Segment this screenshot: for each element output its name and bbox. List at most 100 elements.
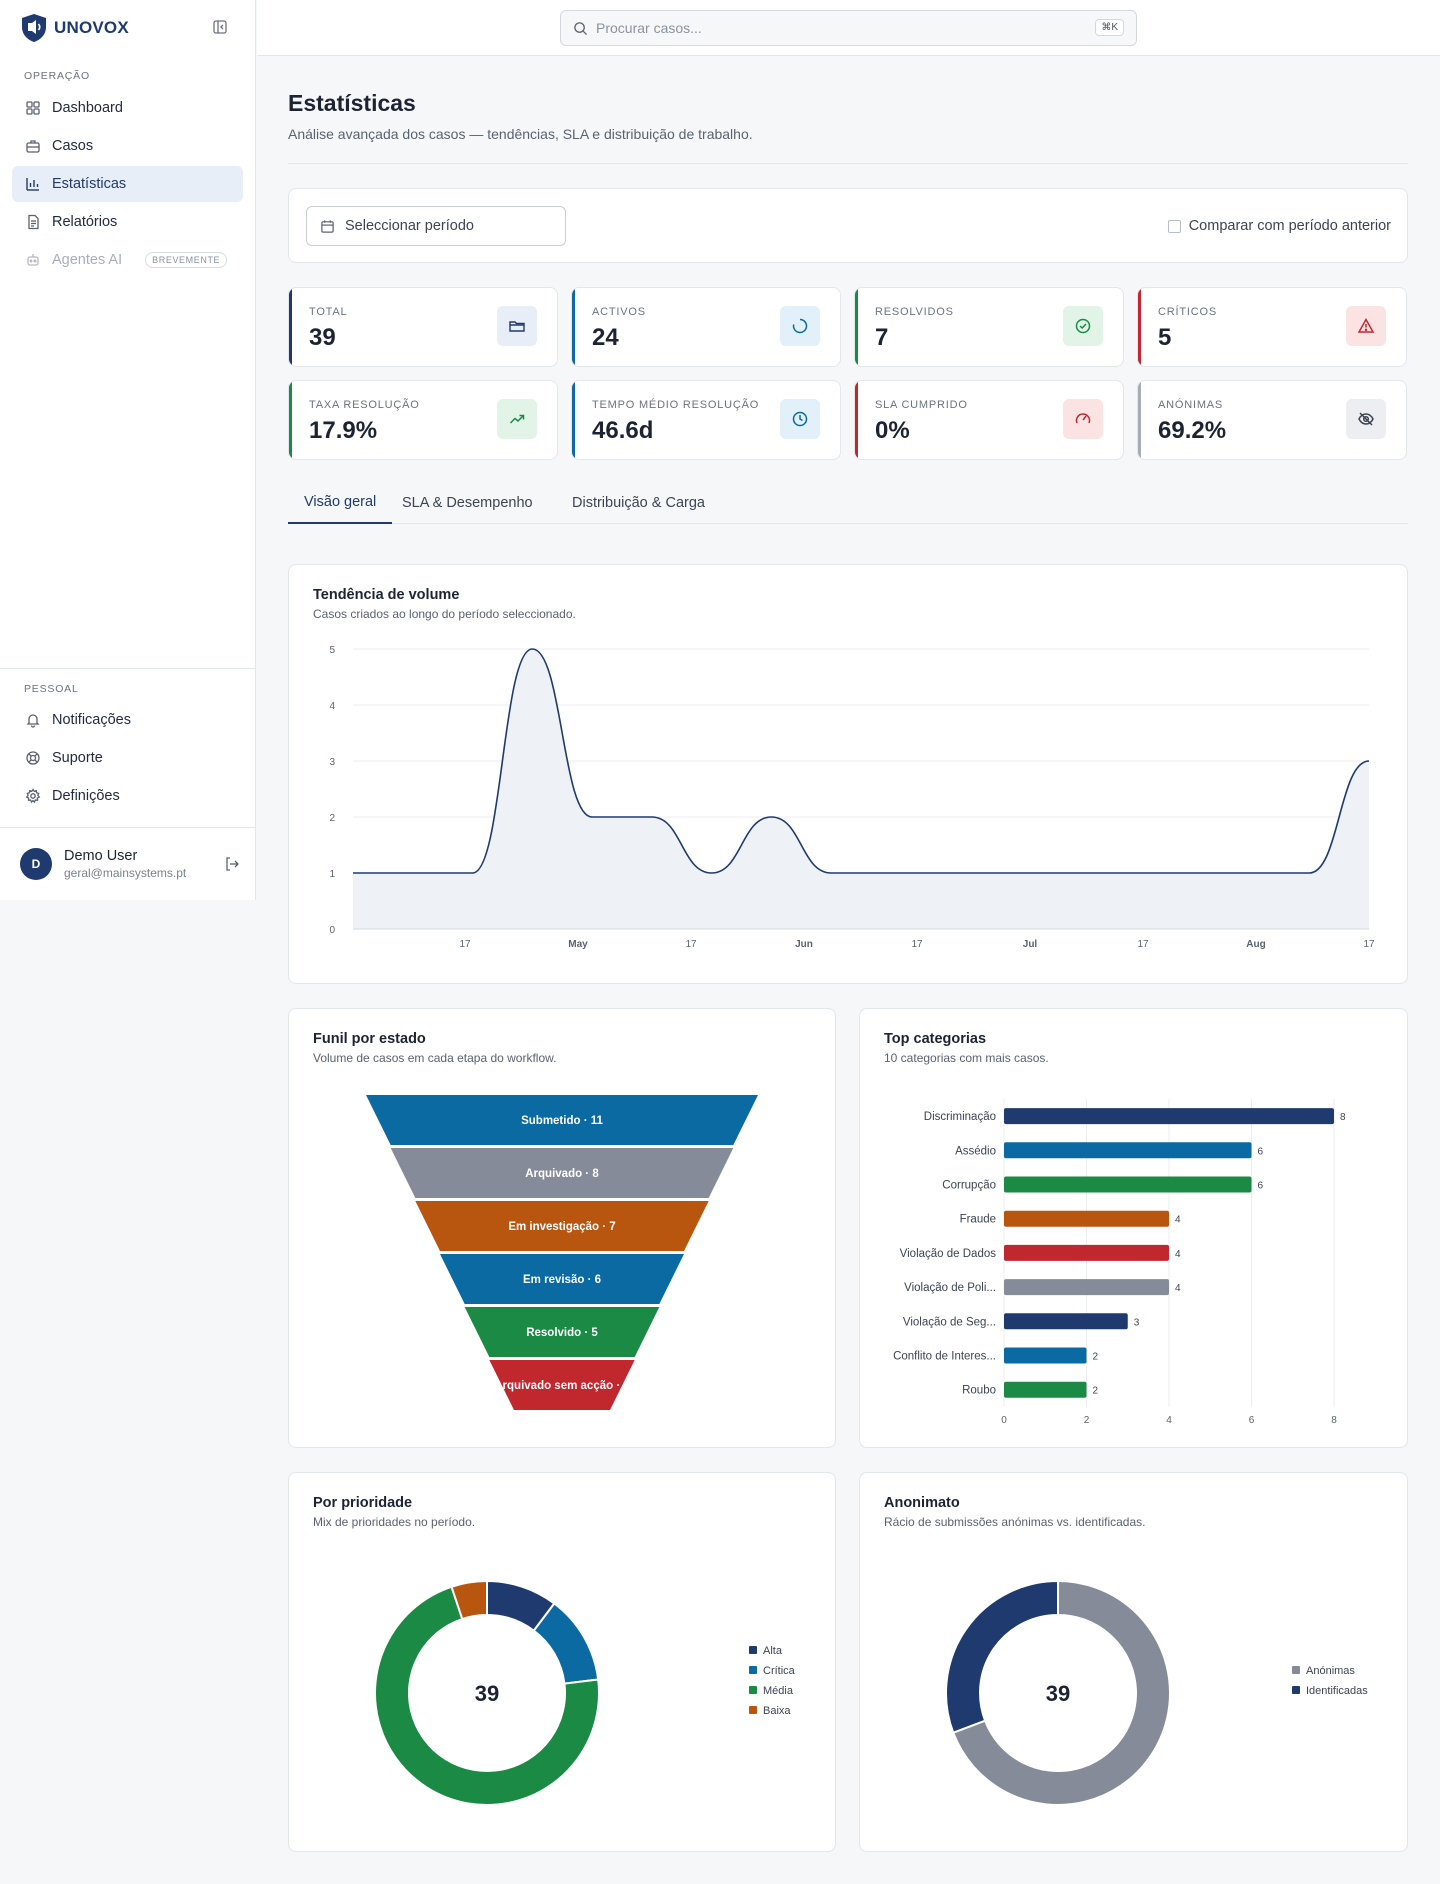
sidebar-item-label: Notificações [52,712,131,728]
document-icon [28,214,39,230]
sidebar-divider [0,827,256,828]
sidebar-item-casos[interactable]: Casos [12,128,243,164]
anonymity-donut-chart: 39 Anónimas Identificadas [945,1579,1368,1806]
eye-off-icon [1358,412,1374,426]
period-picker-label: Seleccionar período [345,218,474,234]
brand-logo[interactable]: UNOVOX [20,12,129,44]
gauge-icon [1075,413,1091,424]
coming-soon-badge: BREVEMENTE [145,252,228,268]
category-bar[interactable] [1004,1279,1169,1296]
chart-title: Funil por estado [313,1031,426,1047]
search-placeholder: Procurar casos... [596,20,702,36]
x-tick-label: 17 [1137,939,1149,950]
kpi-value: 0% [875,417,910,444]
category-label: Fraude [960,1214,996,1226]
funnel-stage[interactable] [464,1307,660,1357]
category-label: Conflito de Interes... [893,1351,996,1363]
chart-subtitle: Volume de casos em cada etapa do workflo… [313,1051,557,1065]
kpi-card-tempo-medio: TEMPO MÉDIO RESOLUÇÃO 46.6d [571,380,841,460]
y-tick-label: 2 [329,813,335,824]
kpi-value: 5 [1158,324,1172,351]
logout-icon[interactable] [224,856,240,872]
categories-chart-card: Top categorias 10 categorias com mais ca… [859,1008,1408,1448]
sidebar-item-relatorios[interactable]: Relatórios [12,204,243,240]
funnel-stage[interactable] [489,1360,635,1410]
donut-slice[interactable] [374,1585,600,1806]
bar-value-label: 8 [1340,1112,1346,1123]
sidebar-item-notificacoes[interactable]: Notificações [12,702,243,738]
sidebar-item-dashboard[interactable]: Dashboard [12,90,243,126]
sidebar-item-suporte[interactable]: Suporte [12,740,243,776]
category-label: Violação de Seg... [903,1316,996,1328]
calendar-icon [321,219,334,233]
search-shortcut: ⌘K [1095,19,1124,36]
legend-swatch [749,1666,757,1674]
x-tick-label: Jun [795,939,813,950]
funnel-stage[interactable] [390,1148,734,1198]
category-bar[interactable] [1004,1347,1087,1364]
anon-chart-card: Anonimato Rácio de submissões anónimas v… [859,1472,1408,1852]
compare-toggle[interactable]: Comparar com período anterior [1167,218,1391,234]
category-bar[interactable] [1004,1210,1169,1227]
x-tick-label: May [568,939,588,950]
kpi-value: 69.2% [1158,417,1227,444]
sidebar-item-label: Agentes AI [52,252,123,268]
sidebar-item-estatisticas[interactable]: Estatísticas [12,166,243,202]
donut-slice[interactable] [450,1579,488,1621]
bell-icon [26,714,40,728]
sidebar-item-label: Estatísticas [52,176,127,192]
spinner-icon [792,318,808,334]
donut-slice[interactable] [945,1579,1059,1735]
category-label: Roubo [962,1385,996,1397]
period-picker[interactable]: Seleccionar período [306,206,566,246]
kpi-value: 24 [592,324,619,351]
funnel-stage-label: Arquivado sem acção · 2 [494,1380,630,1392]
tab-distribuicao-carga[interactable]: Distribuição & Carga [572,495,705,511]
chart-subtitle: Mix de prioridades no período. [313,1515,476,1529]
filters-bar: Seleccionar período Comparar com período… [288,188,1408,263]
user-profile[interactable]: D Demo User geral@mainsystems.pt [20,846,240,882]
category-bar[interactable] [1004,1108,1334,1125]
tab-sla-desempenho[interactable]: SLA & Desempenho [402,495,533,511]
sidebar: UNOVOX OPERAÇÃO Dashboard Casos Estatíst… [0,0,256,900]
x-tick-label: Aug [1246,939,1265,950]
legend-label: Identificadas [1306,1685,1368,1697]
chart-subtitle: Casos criados ao longo do período selecc… [313,607,576,621]
kpi-value: 46.6d [592,417,654,444]
tab-visao-geral[interactable]: Visão geral [288,482,393,524]
chart-title: Por prioridade [313,1495,413,1511]
sidebar-collapse-icon[interactable] [212,19,228,35]
x-tick-label: 17 [1363,939,1375,950]
priority-chart-card: Por prioridade Mix de prioridades no per… [288,1472,836,1852]
funnel-stage[interactable] [415,1201,709,1251]
kpi-card-anonimas: ANÓNIMAS 69.2% [1137,380,1407,460]
top-bar: Procurar casos... ⌘K [257,0,1440,56]
funnel-stage[interactable] [440,1254,684,1304]
sidebar-item-agentes-ai: Agentes AI BREVEMENTE [12,242,243,278]
search-input[interactable]: Procurar casos... ⌘K [560,10,1137,46]
chart-title: Top categorias [884,1031,987,1047]
category-bar[interactable] [1004,1176,1252,1193]
donut-slice[interactable] [951,1579,1171,1806]
category-bar[interactable] [1004,1381,1087,1398]
category-label: Violação de Poli... [904,1282,996,1294]
sidebar-item-label: Suporte [52,750,103,766]
chart-title: Anonimato [884,1495,960,1511]
compare-checkbox[interactable] [1167,219,1181,233]
sidebar-item-label: Casos [52,138,94,154]
legend-swatch [749,1686,757,1694]
sidebar-item-label: Relatórios [52,214,118,230]
category-bar[interactable] [1004,1244,1169,1261]
donut-center-label: 39 [475,1681,499,1706]
funnel-stage[interactable] [366,1095,758,1145]
category-bar[interactable] [1004,1313,1128,1330]
bot-icon [27,254,39,266]
sidebar-item-definicoes[interactable]: Definições [12,778,243,814]
kpi-accent-bar [572,381,575,459]
bar-value-label: 6 [1258,1146,1264,1157]
kpi-label: RESOLVIDOS [875,306,954,318]
category-bar[interactable] [1004,1142,1252,1159]
brand-name: UNOVOX [54,18,129,37]
x-tick-label: Jul [1023,939,1038,950]
sidebar-item-label: Dashboard [52,100,123,116]
